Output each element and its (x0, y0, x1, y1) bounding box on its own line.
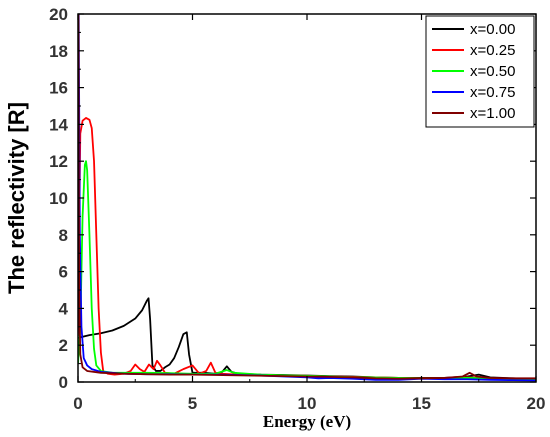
series-line-4 (78, 14, 536, 380)
y-tick-label: 2 (59, 336, 68, 355)
y-tick-label: 10 (49, 189, 68, 208)
ticks-layer: 0 5 10 15 20 0 2 4 6 8 10 12 14 16 18 20 (49, 5, 545, 413)
legend-label: x=0.75 (470, 84, 515, 101)
series-line-1 (78, 117, 536, 381)
x-tick-label: 0 (73, 394, 82, 413)
y-tick-label: 4 (59, 299, 69, 318)
series-line-2 (78, 160, 536, 381)
legend-label: x=0.50 (470, 63, 515, 80)
legend: x=0.00 x=0.25 x=0.50 x=0.75 x=1.00 (425, 15, 535, 128)
y-tick-label: 16 (49, 79, 68, 98)
legend-label: x=0.25 (470, 42, 515, 59)
x-tick-label: 5 (188, 394, 197, 413)
y-tick-label: 18 (49, 42, 68, 61)
y-tick-label: 0 (59, 373, 68, 392)
y-axis-title: The reflectivity [R] (4, 102, 29, 294)
y-tick-label: 6 (59, 263, 68, 282)
y-tick-label: 8 (59, 226, 68, 245)
x-tick-label: 15 (412, 394, 431, 413)
y-tick-label: 14 (49, 115, 68, 134)
x-axis-title: Energy (eV) (263, 412, 351, 431)
x-tick-label: 20 (527, 394, 546, 413)
series-layer (78, 14, 536, 382)
y-tick-label: 12 (49, 152, 68, 171)
y-tick-label: 20 (49, 5, 68, 24)
legend-label: x=1.00 (470, 105, 515, 122)
x-tick-label: 10 (298, 394, 317, 413)
legend-label: x=0.00 (470, 21, 515, 38)
